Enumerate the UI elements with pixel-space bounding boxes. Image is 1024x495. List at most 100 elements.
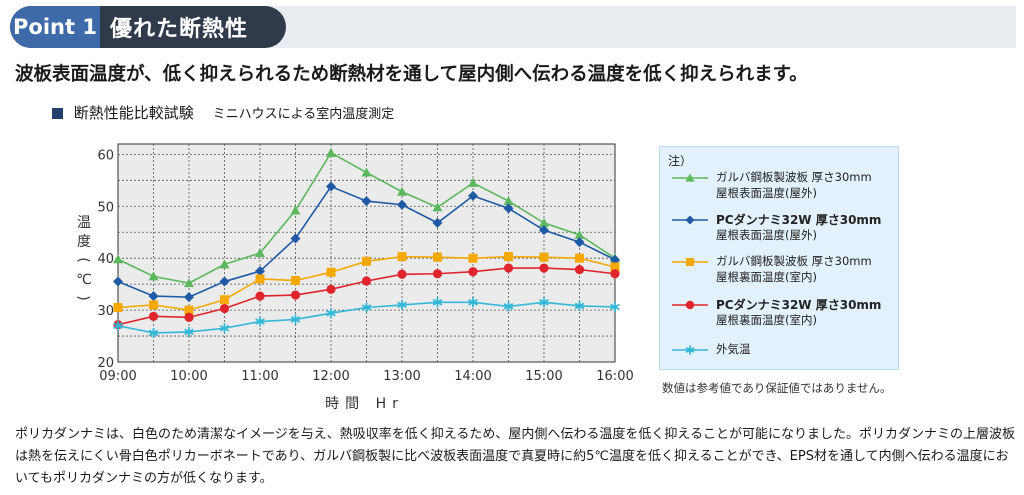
series-2-point xyxy=(184,292,194,303)
series-5-point xyxy=(361,302,372,313)
series-3-point xyxy=(326,267,336,277)
series-2-point xyxy=(148,291,159,302)
series-5-point xyxy=(326,308,336,319)
series-3-point xyxy=(468,253,478,263)
series-1-point xyxy=(397,186,407,196)
y-axis-label-char: 度 xyxy=(77,234,91,250)
legend-label: 外気温 xyxy=(716,342,751,356)
series-5-point xyxy=(574,300,585,311)
series-2-point xyxy=(610,254,620,265)
temperature-chart: 20 30 40 50 60 09:00 10:00 11:00 12:00 13:00 14:00… xyxy=(75,143,634,412)
series-5-point-stroke xyxy=(219,324,230,332)
series-5-point-stroke xyxy=(574,302,585,310)
series-1-point xyxy=(113,254,123,264)
y-axis-label-char: ) xyxy=(75,295,91,300)
square-bullet-icon xyxy=(52,108,63,119)
series-5-point-stroke xyxy=(361,304,372,311)
series-4-point xyxy=(219,303,230,314)
series-2-point xyxy=(574,237,585,248)
legend-marker-circle xyxy=(685,300,695,310)
point-label: Point 1 xyxy=(10,6,100,48)
series-3-point xyxy=(433,252,442,262)
y-tick-label: 30 xyxy=(97,304,114,319)
legend-marker-square xyxy=(686,258,694,266)
series-3-point xyxy=(149,300,158,310)
series-5-point xyxy=(468,297,478,308)
x-axis-label: 時間 Hr xyxy=(325,396,404,412)
x-tick-label: 15:00 xyxy=(525,369,562,384)
legend-sublabel: 屋根裏面温度(室内) xyxy=(716,270,817,284)
subtitle-sub: ミニハウスによる室内温度測定 xyxy=(212,107,395,122)
series-4-point xyxy=(432,269,443,279)
series-5-point xyxy=(184,326,194,337)
legend-label: PCダンナミ32W 厚さ30mm xyxy=(716,298,882,312)
legend-label: ガルバ鋼板製波板 厚さ30mm xyxy=(716,170,872,184)
series-2-point xyxy=(539,225,549,236)
series-4-point xyxy=(361,276,372,286)
series-2-point xyxy=(503,203,514,214)
chart-legend: 注） ガルバ鋼板製波板 厚さ30mm 屋根表面温度(屋外) PCダンナミ32W 厚さ… xyxy=(659,146,899,370)
series-3-point xyxy=(397,252,407,262)
legend-swatch xyxy=(672,345,708,355)
series-5-point xyxy=(148,327,159,338)
legend-sublabel: 屋根表面温度(屋外) xyxy=(716,228,817,242)
legend-label: ガルバ鋼板製波板 厚さ30mm xyxy=(716,254,872,268)
series-3-point xyxy=(113,303,123,312)
series-4-point xyxy=(326,284,336,294)
series-4-point xyxy=(290,290,301,300)
y-tick-label: 20 xyxy=(97,356,114,371)
y-axis-label-char: ( xyxy=(75,257,91,262)
legend-marker-asterisk xyxy=(685,345,695,355)
series-1-point xyxy=(255,248,265,257)
series-5-point-stroke xyxy=(326,309,336,317)
series-2-point xyxy=(219,276,230,287)
series-4-point xyxy=(503,263,514,273)
x-tick-label: 11:00 xyxy=(241,369,278,384)
series-5-point-stroke xyxy=(113,322,123,329)
point-badge: Point 1 優れた断熱性 xyxy=(10,6,286,48)
series-1-point xyxy=(468,177,478,187)
legend-swatch xyxy=(672,173,708,182)
series-1-point xyxy=(148,271,159,281)
series-5-point-stroke xyxy=(468,299,478,306)
series-5-point-stroke xyxy=(290,316,301,323)
y-tick-label: 60 xyxy=(97,148,114,163)
series-3-point xyxy=(291,276,300,286)
series-2-point xyxy=(432,217,443,228)
series-1-point xyxy=(361,167,372,177)
series-3-point xyxy=(220,295,229,305)
series-5-point-stroke xyxy=(184,328,194,336)
legend-swatch xyxy=(672,215,708,225)
series-5-point xyxy=(610,301,620,312)
section-title: 優れた断熱性 xyxy=(110,17,249,42)
series-4-point xyxy=(610,269,620,279)
series-1-point xyxy=(539,217,549,227)
series-3-point xyxy=(184,305,194,315)
series-4-point xyxy=(468,267,478,277)
header-bar: Point 1 優れた断熱性 xyxy=(10,6,1016,48)
series-5-point xyxy=(432,297,443,308)
body-paragraph: ポリカダンナミは、白色のため清潔なイメージを与え、熱吸収率を低く抑えるため、屋内… xyxy=(15,427,1015,486)
chart-subtitle: 断熱性能比較試験 ミニハウスによる室内温度測定 xyxy=(52,102,394,123)
series-5-point xyxy=(397,299,407,310)
y-axis-label: 温度 (℃) xyxy=(75,215,92,301)
series-3-point xyxy=(362,256,371,266)
series-3-point xyxy=(255,274,265,284)
legend-swatch xyxy=(672,300,708,310)
legend-label: PCダンナミ32W 厚さ30mm xyxy=(716,213,882,227)
series-3-point xyxy=(504,252,513,262)
series-5-point-stroke xyxy=(539,299,549,306)
subtitle-main: 断熱性能比較試験 xyxy=(73,104,194,122)
series-5-point-stroke xyxy=(432,299,443,306)
series-4-point xyxy=(539,263,549,273)
series-2-point xyxy=(326,181,336,192)
series-3-point xyxy=(610,262,620,272)
x-tick-label: 09:00 xyxy=(99,369,136,384)
series-1-point xyxy=(432,202,443,212)
series-5-point xyxy=(539,297,549,308)
series-2-point xyxy=(290,233,301,244)
series-1-point xyxy=(574,229,585,239)
series-5-point-stroke xyxy=(148,329,159,337)
legend-note: 注） xyxy=(668,154,693,168)
series-5-point xyxy=(255,316,265,327)
